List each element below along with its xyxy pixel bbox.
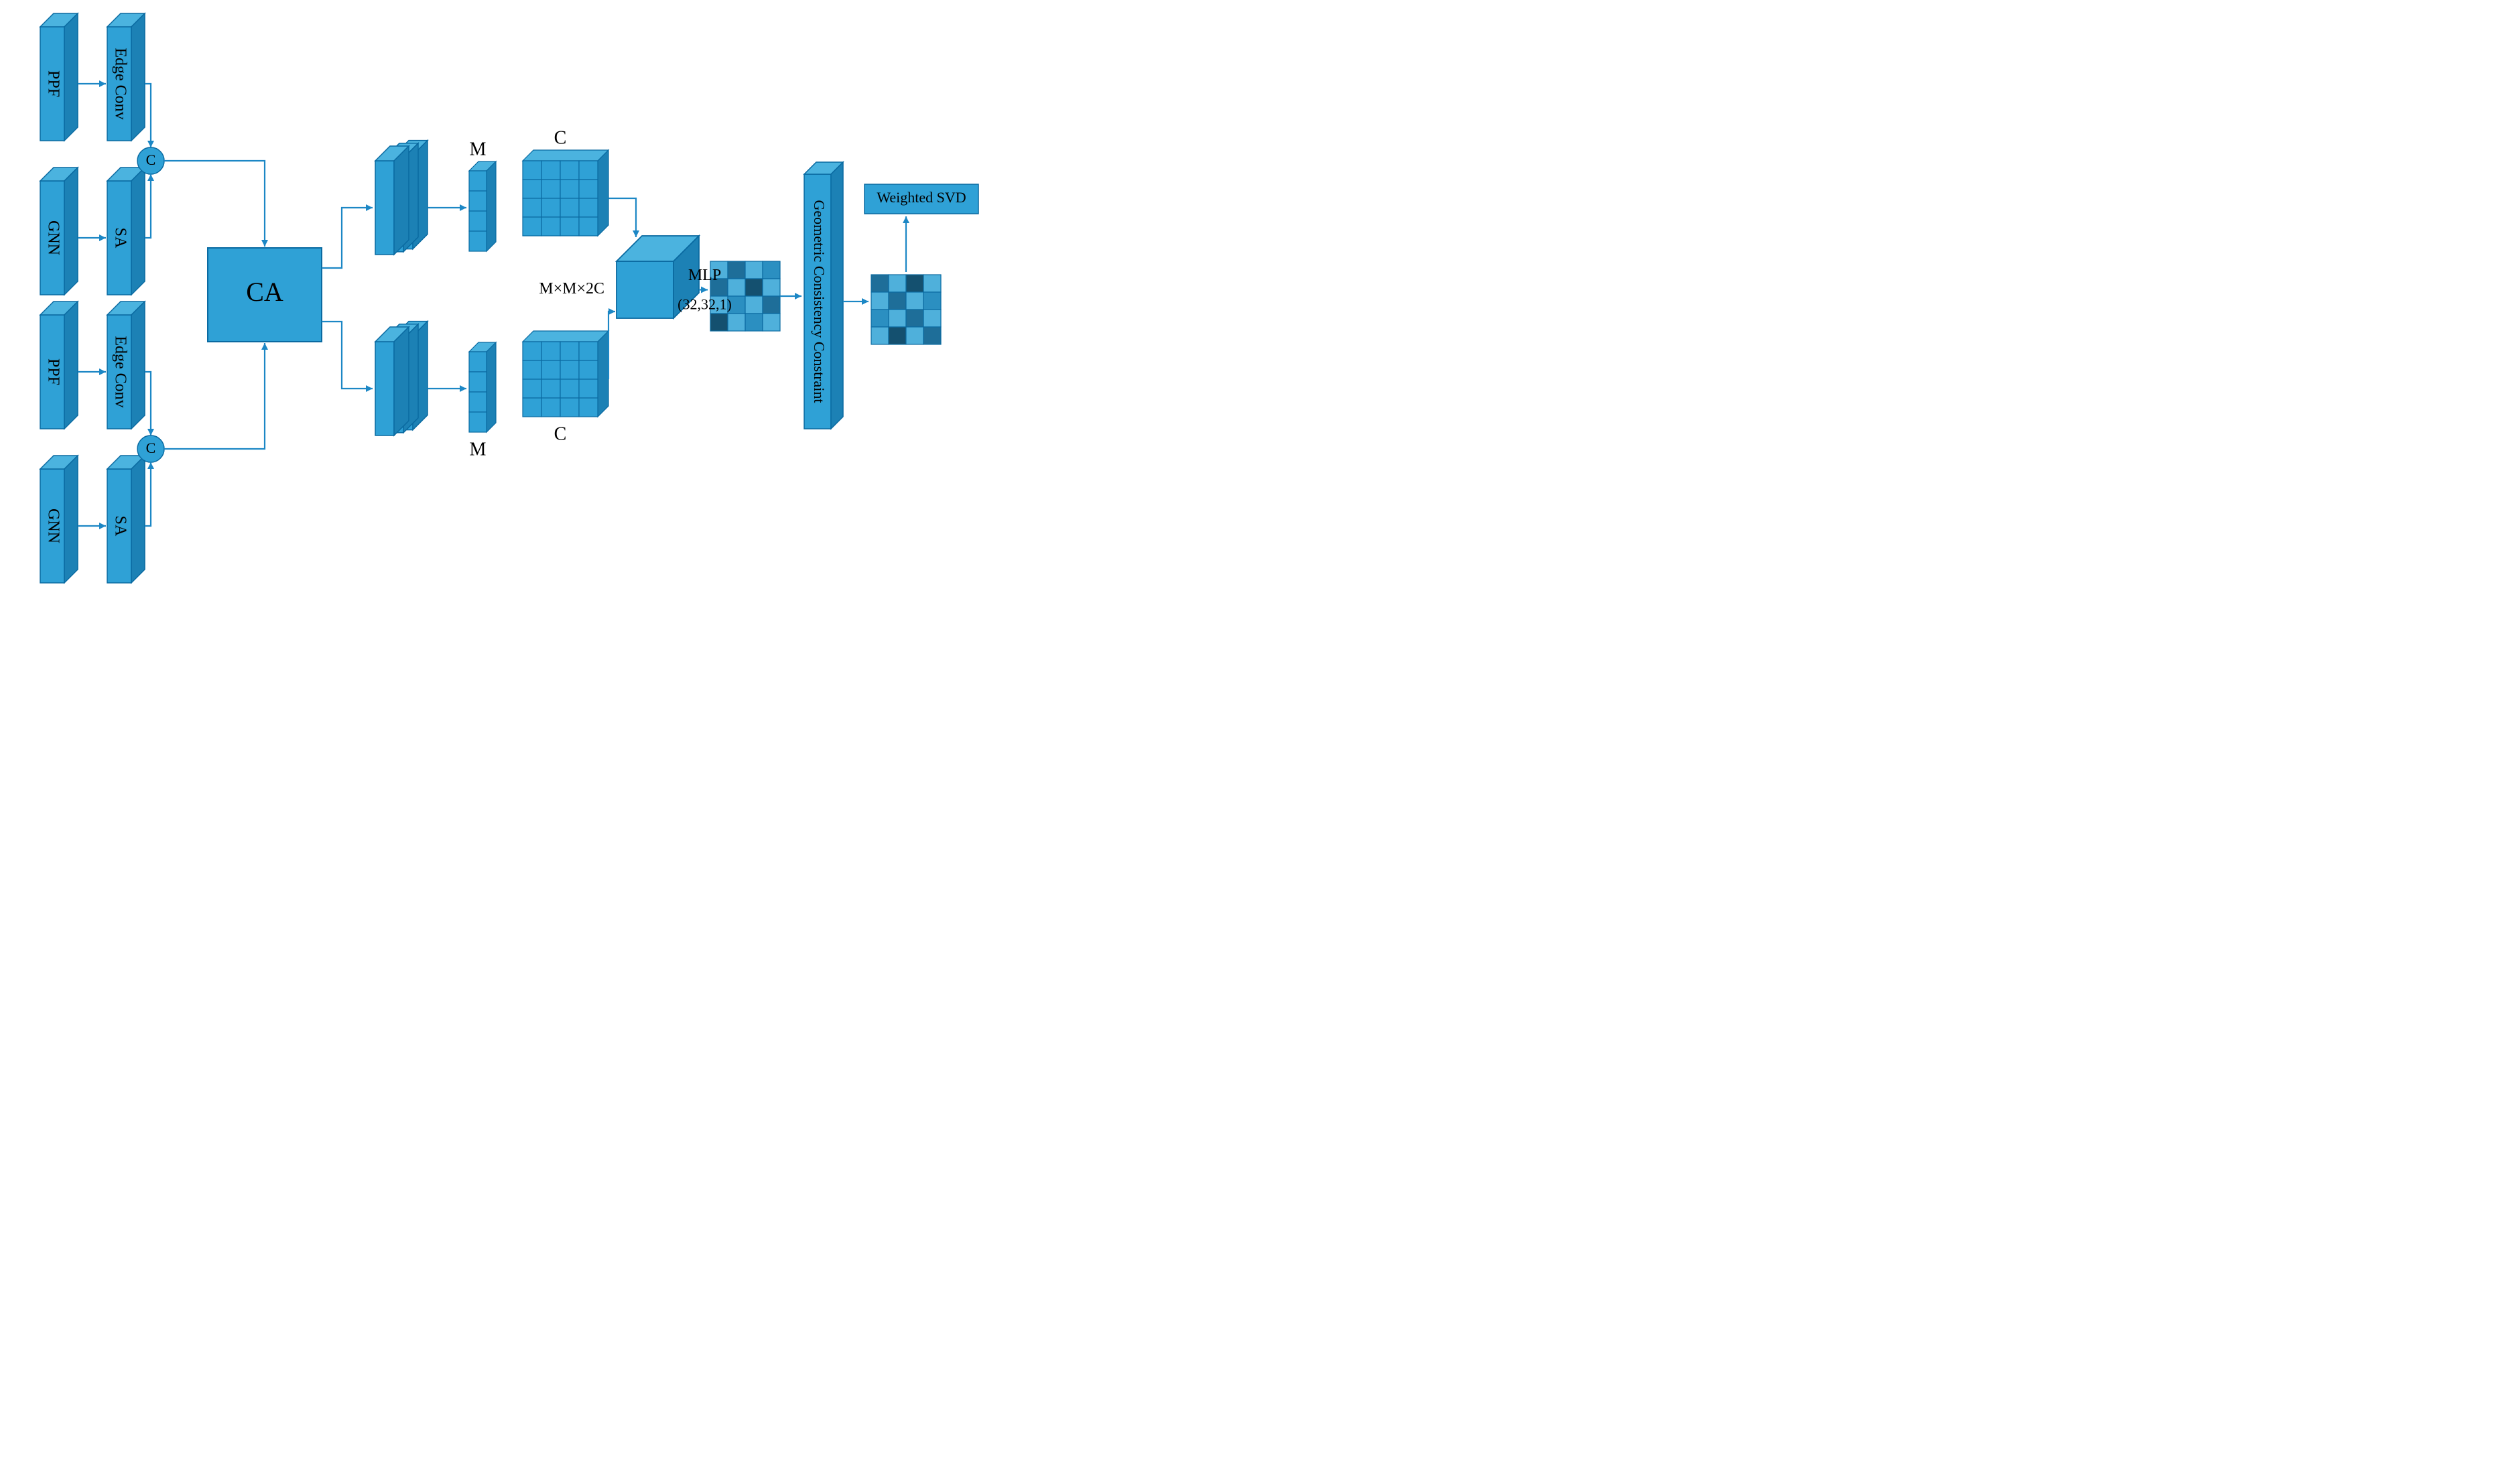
ppf-block-bot: PPF bbox=[40, 301, 78, 429]
vector-bot bbox=[469, 342, 496, 432]
arrow-grid-cube-bot bbox=[608, 312, 615, 379]
gnn-block-top: GNN bbox=[40, 167, 78, 295]
arrow-edge-c-top bbox=[145, 84, 151, 147]
label-c-top: C bbox=[554, 127, 567, 148]
ppf-block-bot-label: PPF bbox=[44, 358, 62, 385]
label-m-bot: M bbox=[470, 439, 487, 460]
label-m-top: M bbox=[470, 139, 487, 159]
edgeconv-block-bot-label: Edge Conv bbox=[111, 336, 129, 407]
arrow-ca-stack-bot bbox=[322, 322, 373, 389]
concat-bot-label: C bbox=[146, 440, 156, 456]
arrow-sa-c-top bbox=[145, 174, 151, 238]
svd-block-label: Weighted SVD bbox=[877, 189, 966, 206]
sa-block-bot-label: SA bbox=[111, 516, 129, 537]
feature-stack-top bbox=[375, 141, 428, 255]
label-tensor: M×M×2C bbox=[539, 280, 604, 297]
edgeconv-block-top: Edge Conv bbox=[107, 13, 145, 141]
feature-stack-bot bbox=[375, 322, 428, 435]
vector-top bbox=[469, 161, 496, 251]
arrow-sa-c-bot bbox=[145, 462, 151, 526]
edgeconv-block-bot: Edge Conv bbox=[107, 301, 145, 429]
arrow-edge-c-bot bbox=[145, 372, 151, 435]
heatmap-out bbox=[871, 275, 941, 344]
edgeconv-block-top-label: Edge Conv bbox=[111, 48, 129, 119]
label-c-bot: C bbox=[554, 423, 567, 444]
concat-top-label: C bbox=[146, 151, 156, 168]
label-mlp-dims: (32,32,1) bbox=[678, 296, 732, 313]
arrow-ca-stack-top bbox=[322, 208, 373, 268]
arrow-grid-cube-top bbox=[608, 198, 636, 237]
gnn-block-bot-label: GNN bbox=[44, 509, 62, 543]
arrow-ctop-ca bbox=[164, 161, 265, 247]
ca-label: CA bbox=[246, 277, 283, 307]
ppf-block-top: PPF bbox=[40, 13, 78, 141]
grid-top bbox=[523, 150, 608, 236]
ppf-block-top-label: PPF bbox=[44, 70, 62, 97]
gcc-block-label: Geometric Consistency Constraint bbox=[811, 200, 828, 403]
gnn-block-top-label: GNN bbox=[44, 220, 62, 255]
sa-block-top-label: SA bbox=[111, 228, 129, 249]
sa-block-bot: SA bbox=[107, 456, 145, 583]
grid-bot bbox=[523, 331, 608, 417]
sa-block-top: SA bbox=[107, 167, 145, 295]
arrow-cbot-ca bbox=[164, 343, 265, 449]
gnn-block-bot: GNN bbox=[40, 456, 78, 583]
label-mlp: MLP bbox=[688, 267, 721, 284]
